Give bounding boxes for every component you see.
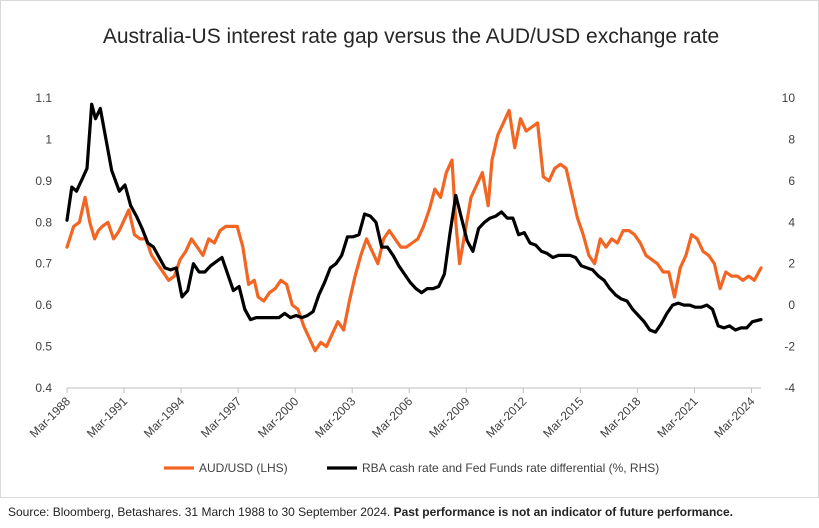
x-tick-label: Mar-2009 [426,394,472,440]
disclaimer-text: Past performance is not an indicator of … [393,505,733,519]
source-text: Source: Bloomberg, Betashares. 31 March … [8,505,391,519]
series-layer [65,102,763,353]
x-tick-label: Mar-1997 [198,394,244,440]
chart-frame: Australia-US interest rate gap versus th… [0,0,819,498]
x-tick-label: Mar-1991 [84,394,130,440]
left-tick-label: 1.1 [35,91,52,105]
legend-label-aud-usd: AUD/USD (LHS) [199,461,288,475]
left-tick-label: 0.7 [35,257,52,271]
right-tick-label: -2 [784,340,795,354]
x-tick-label: Mar-1988 [27,394,73,440]
aud-usd-line [65,108,763,353]
left-tick-label: 0.6 [35,298,52,312]
right-tick-label: 2 [788,257,795,271]
x-tick-label: Mar-2000 [255,394,301,440]
left-tick-label: 0.8 [35,215,52,229]
x-tick-label: Mar-2015 [540,394,586,440]
right-tick-label: 8 [788,132,795,146]
chart-title: Australia-US interest rate gap versus th… [102,25,720,48]
right-tick-label: 4 [788,215,795,229]
rate-differential-line [65,102,763,334]
right-tick-label: 6 [788,174,795,188]
line-chart: 0.4 0.5 0.6 0.7 0.8 0.9 1 1.1 -4 -2 0 2 4 6 8 10 Mar-198… [27,91,796,475]
x-tick-label: Mar-2003 [312,394,358,440]
x-tick-label: Mar-1994 [141,394,187,440]
x-tick-label: Mar-2024 [711,394,757,440]
left-tick-label: 0.4 [35,381,52,395]
right-tick-label: -4 [784,381,795,395]
legend-label-differential: RBA cash rate and Fed Funds rate differe… [362,461,659,475]
left-tick-label: 1 [45,132,52,146]
x-tick-label: Mar-2012 [483,394,529,440]
x-tick-label: Mar-2018 [597,394,643,440]
chart-legend: AUD/USD (LHS) RBA cash rate and Fed Funds… [164,461,659,475]
left-tick-label: 0.5 [35,340,52,354]
source-note: Source: Bloomberg, Betashares. 31 March … [8,505,733,519]
right-tick-label: 10 [782,91,796,105]
left-tick-label: 0.9 [35,174,52,188]
x-tick-label: Mar-2006 [369,394,415,440]
x-tick-label: Mar-2021 [654,394,700,440]
right-tick-label: 0 [788,298,795,312]
